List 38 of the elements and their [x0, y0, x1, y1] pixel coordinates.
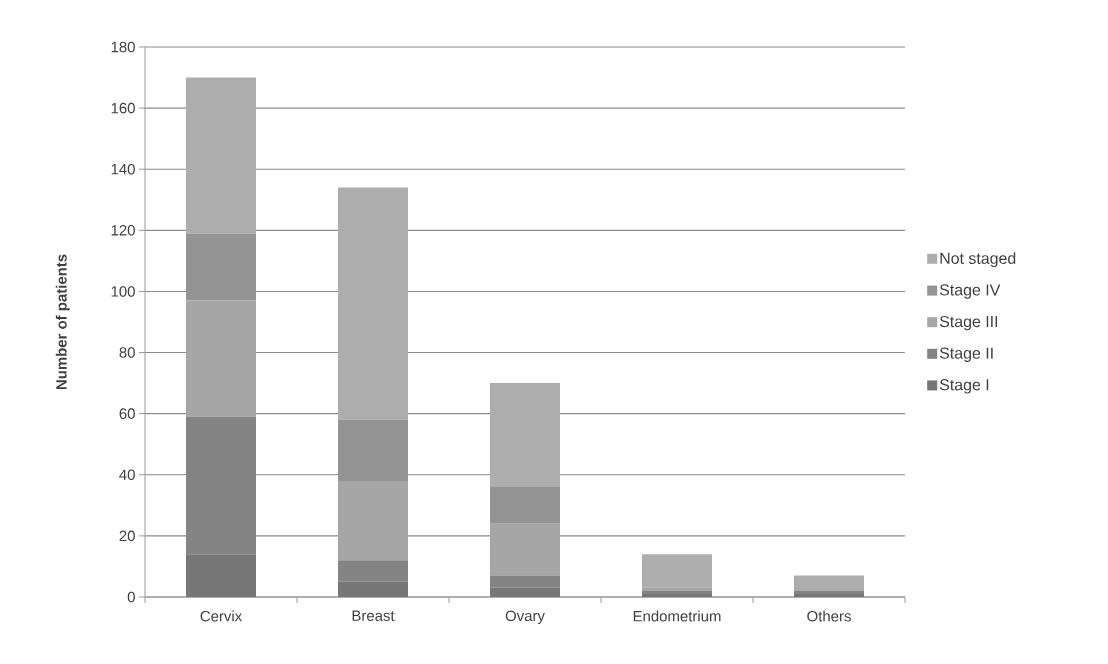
legend-label: Stage III — [939, 315, 998, 331]
bar — [490, 523, 560, 576]
x-tick-label: Ovary — [505, 610, 545, 625]
bar — [186, 300, 256, 417]
y-axis-title: Number of patients — [55, 254, 70, 390]
y-tick-label: 80 — [119, 347, 135, 358]
bar — [338, 187, 408, 420]
bar — [490, 575, 560, 588]
bar — [338, 560, 408, 582]
bar — [186, 554, 256, 597]
x-tick-label: Breast — [352, 610, 395, 621]
bar — [490, 487, 560, 524]
bar — [186, 77, 256, 234]
legend-label: Stage II — [939, 347, 993, 362]
y-tick-label: 100 — [111, 286, 135, 297]
x-tick-label: Cervix — [200, 610, 243, 622]
legend-label: Stage IV — [939, 284, 1001, 299]
y-tick-label: 180 — [111, 41, 135, 53]
bar — [338, 480, 408, 561]
x-tick-label: Others — [807, 610, 851, 622]
y-tick-label: 140 — [111, 163, 135, 175]
bar — [186, 233, 256, 301]
x-tick-label: Endometrium — [633, 610, 721, 622]
bar — [186, 416, 256, 555]
y-tick-label: 20 — [119, 530, 135, 542]
bar — [490, 587, 560, 597]
y-tick-label: 160 — [111, 102, 135, 114]
bar — [338, 581, 408, 597]
y-tick-label: 120 — [111, 225, 135, 236]
y-tick-label: 0 — [127, 591, 135, 603]
bar — [338, 419, 408, 481]
legend-label: Stage I — [939, 379, 989, 394]
legend-label: Not staged — [940, 252, 1016, 268]
bar — [794, 575, 865, 591]
bar — [490, 383, 560, 487]
bar — [642, 554, 713, 588]
y-tick-label: 60 — [119, 408, 135, 419]
y-tick-label: 40 — [119, 469, 135, 481]
